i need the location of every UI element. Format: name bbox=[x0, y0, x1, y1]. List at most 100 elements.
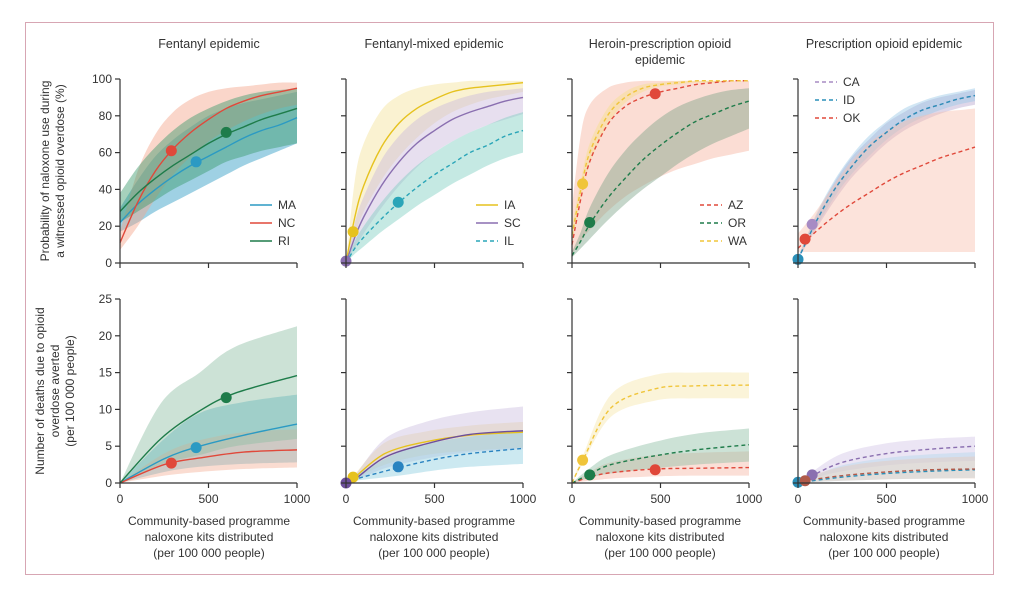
current-level-marker-IL bbox=[392, 461, 404, 473]
x-tick-label: 0 bbox=[569, 492, 576, 506]
chart-panel-fentanyl-deaths: 0 5 10 15 20 25 0 500 1000 bbox=[99, 292, 311, 506]
legend-label-AZ: AZ bbox=[728, 198, 743, 212]
x-label-line: naloxone kits distributed bbox=[820, 530, 949, 544]
confidence-band-IL bbox=[346, 431, 523, 483]
confidence-band-RI bbox=[120, 326, 297, 483]
legend: MA NC RI bbox=[250, 198, 296, 248]
series-line-MA bbox=[119, 116, 298, 224]
legend-label-WA: WA bbox=[728, 234, 747, 248]
chart-panel-heroin-prob: AZ OR WA bbox=[567, 78, 750, 268]
current-level-marker-AZ bbox=[649, 464, 661, 476]
chart-panel-presc-deaths: 0 500 1000 bbox=[792, 298, 989, 506]
x-tick-label: 1000 bbox=[962, 492, 989, 506]
confidence-band-IA bbox=[346, 80, 523, 263]
confidence-band-SC bbox=[346, 88, 523, 263]
x-label-line: (per 100 000 people) bbox=[828, 546, 939, 560]
series-line-ID bbox=[797, 469, 976, 484]
legend: AZ OR WA bbox=[700, 198, 747, 248]
confidence-band-NC bbox=[120, 82, 297, 251]
series-line-AZ bbox=[571, 80, 750, 245]
legend-label-ID: ID bbox=[843, 93, 855, 107]
x-label-line: naloxone kits distributed bbox=[596, 530, 725, 544]
column-title: Fentanyl-mixed epidemic bbox=[365, 37, 504, 51]
confidence-band-RI bbox=[120, 88, 297, 223]
chart-panel-fentmix-deaths: 0 500 1000 bbox=[340, 298, 537, 506]
current-level-marker-RI bbox=[220, 392, 232, 404]
x-tick-label: 1000 bbox=[736, 492, 763, 506]
current-level-marker-AZ bbox=[649, 88, 661, 100]
y-tick-label: 5 bbox=[105, 439, 112, 453]
current-level-marker-WA bbox=[577, 178, 589, 190]
y-label-line: Number of deaths due to opioid bbox=[33, 307, 47, 474]
series-line-RI bbox=[119, 107, 298, 212]
current-level-marker-NC bbox=[165, 145, 177, 157]
chart-panel-heroin-deaths: 0 500 1000 bbox=[567, 298, 763, 506]
x-axis-label-col1: Community-based programme naloxone kits … bbox=[128, 514, 290, 560]
current-level-marker-CA bbox=[806, 218, 818, 230]
figure-frame bbox=[25, 22, 994, 575]
chart-panel-fentmix-prob: IA SC IL bbox=[340, 78, 524, 268]
confidence-band-OR bbox=[572, 88, 749, 258]
x-label-line: (per 100 000 people) bbox=[604, 546, 715, 560]
y-axis-label-bottom: Number of deaths due to opioid overdose … bbox=[33, 307, 77, 474]
x-label-line: (per 100 000 people) bbox=[153, 546, 264, 560]
x-label-line: Community-based programme bbox=[579, 514, 741, 528]
series-line-OR bbox=[571, 100, 750, 257]
legend-label-CA: CA bbox=[843, 75, 860, 89]
current-level-marker-OR bbox=[584, 217, 596, 229]
current-level-marker-OK bbox=[799, 233, 811, 245]
series-line-IA bbox=[345, 81, 524, 264]
series-line-IL bbox=[345, 129, 524, 264]
y-axis-label-top: Probability of naloxone use during a wit… bbox=[38, 81, 67, 262]
legend-label-OR: OR bbox=[728, 216, 746, 230]
current-level-marker-OK bbox=[799, 475, 811, 487]
column-title: Heroin-prescription opioid bbox=[589, 37, 731, 51]
current-level-marker-IL bbox=[392, 196, 404, 208]
legend: CA ID OK bbox=[815, 75, 860, 125]
x-tick-label: 500 bbox=[424, 492, 444, 506]
x-tick-label: 0 bbox=[795, 492, 802, 506]
confidence-band-OK bbox=[798, 456, 975, 483]
current-level-marker-MA bbox=[190, 442, 202, 454]
confidence-band-CA bbox=[798, 436, 975, 483]
confidence-band-IA bbox=[346, 421, 523, 483]
confidence-band-OR bbox=[572, 428, 749, 483]
series-line-SC bbox=[345, 96, 524, 264]
legend-label-OK: OK bbox=[843, 111, 860, 125]
column-title: Fentanyl epidemic bbox=[158, 37, 259, 51]
x-axis-label-col2: Community-based programme naloxone kits … bbox=[353, 514, 515, 560]
confidence-band-IL bbox=[346, 112, 523, 264]
confidence-band-ID bbox=[798, 88, 975, 260]
y-tick-label: 0 bbox=[105, 256, 112, 270]
current-level-marker-NC bbox=[165, 457, 177, 469]
current-level-marker-IA bbox=[347, 226, 359, 238]
confidence-band-AZ bbox=[572, 80, 749, 254]
confidence-band-OK bbox=[798, 108, 975, 252]
y-tick-label: 0 bbox=[105, 476, 112, 490]
x-label-line: Community-based programme bbox=[128, 514, 290, 528]
chart-panel-presc-prob: CA ID OK bbox=[792, 75, 976, 268]
x-label-line: Community-based programme bbox=[803, 514, 965, 528]
confidence-band-MA bbox=[120, 394, 297, 483]
x-tick-label: 500 bbox=[650, 492, 670, 506]
legend: IA SC IL bbox=[476, 198, 521, 248]
current-level-marker-RI bbox=[220, 126, 232, 138]
current-level-marker-OR bbox=[584, 469, 596, 481]
y-tick-label: 25 bbox=[99, 292, 113, 306]
y-tick-label: 20 bbox=[99, 219, 113, 233]
y-tick-label: 10 bbox=[99, 402, 113, 416]
confidence-band-MA bbox=[120, 91, 297, 232]
y-tick-label: 80 bbox=[99, 109, 113, 123]
x-tick-label: 500 bbox=[198, 492, 218, 506]
series-line-ID bbox=[797, 94, 976, 260]
y-label-line: overdose averted bbox=[48, 345, 62, 438]
x-axis-label-col3: Community-based programme naloxone kits … bbox=[579, 514, 741, 560]
x-label-line: naloxone kits distributed bbox=[370, 530, 499, 544]
x-axis-label-col4: Community-based programme naloxone kits … bbox=[803, 514, 965, 560]
y-tick-label: 15 bbox=[99, 366, 113, 380]
y-tick-label: 40 bbox=[99, 182, 113, 196]
y-label-line: (per 100 000 people) bbox=[63, 335, 77, 446]
x-tick-label: 1000 bbox=[510, 492, 537, 506]
series-line-NC bbox=[119, 87, 298, 244]
